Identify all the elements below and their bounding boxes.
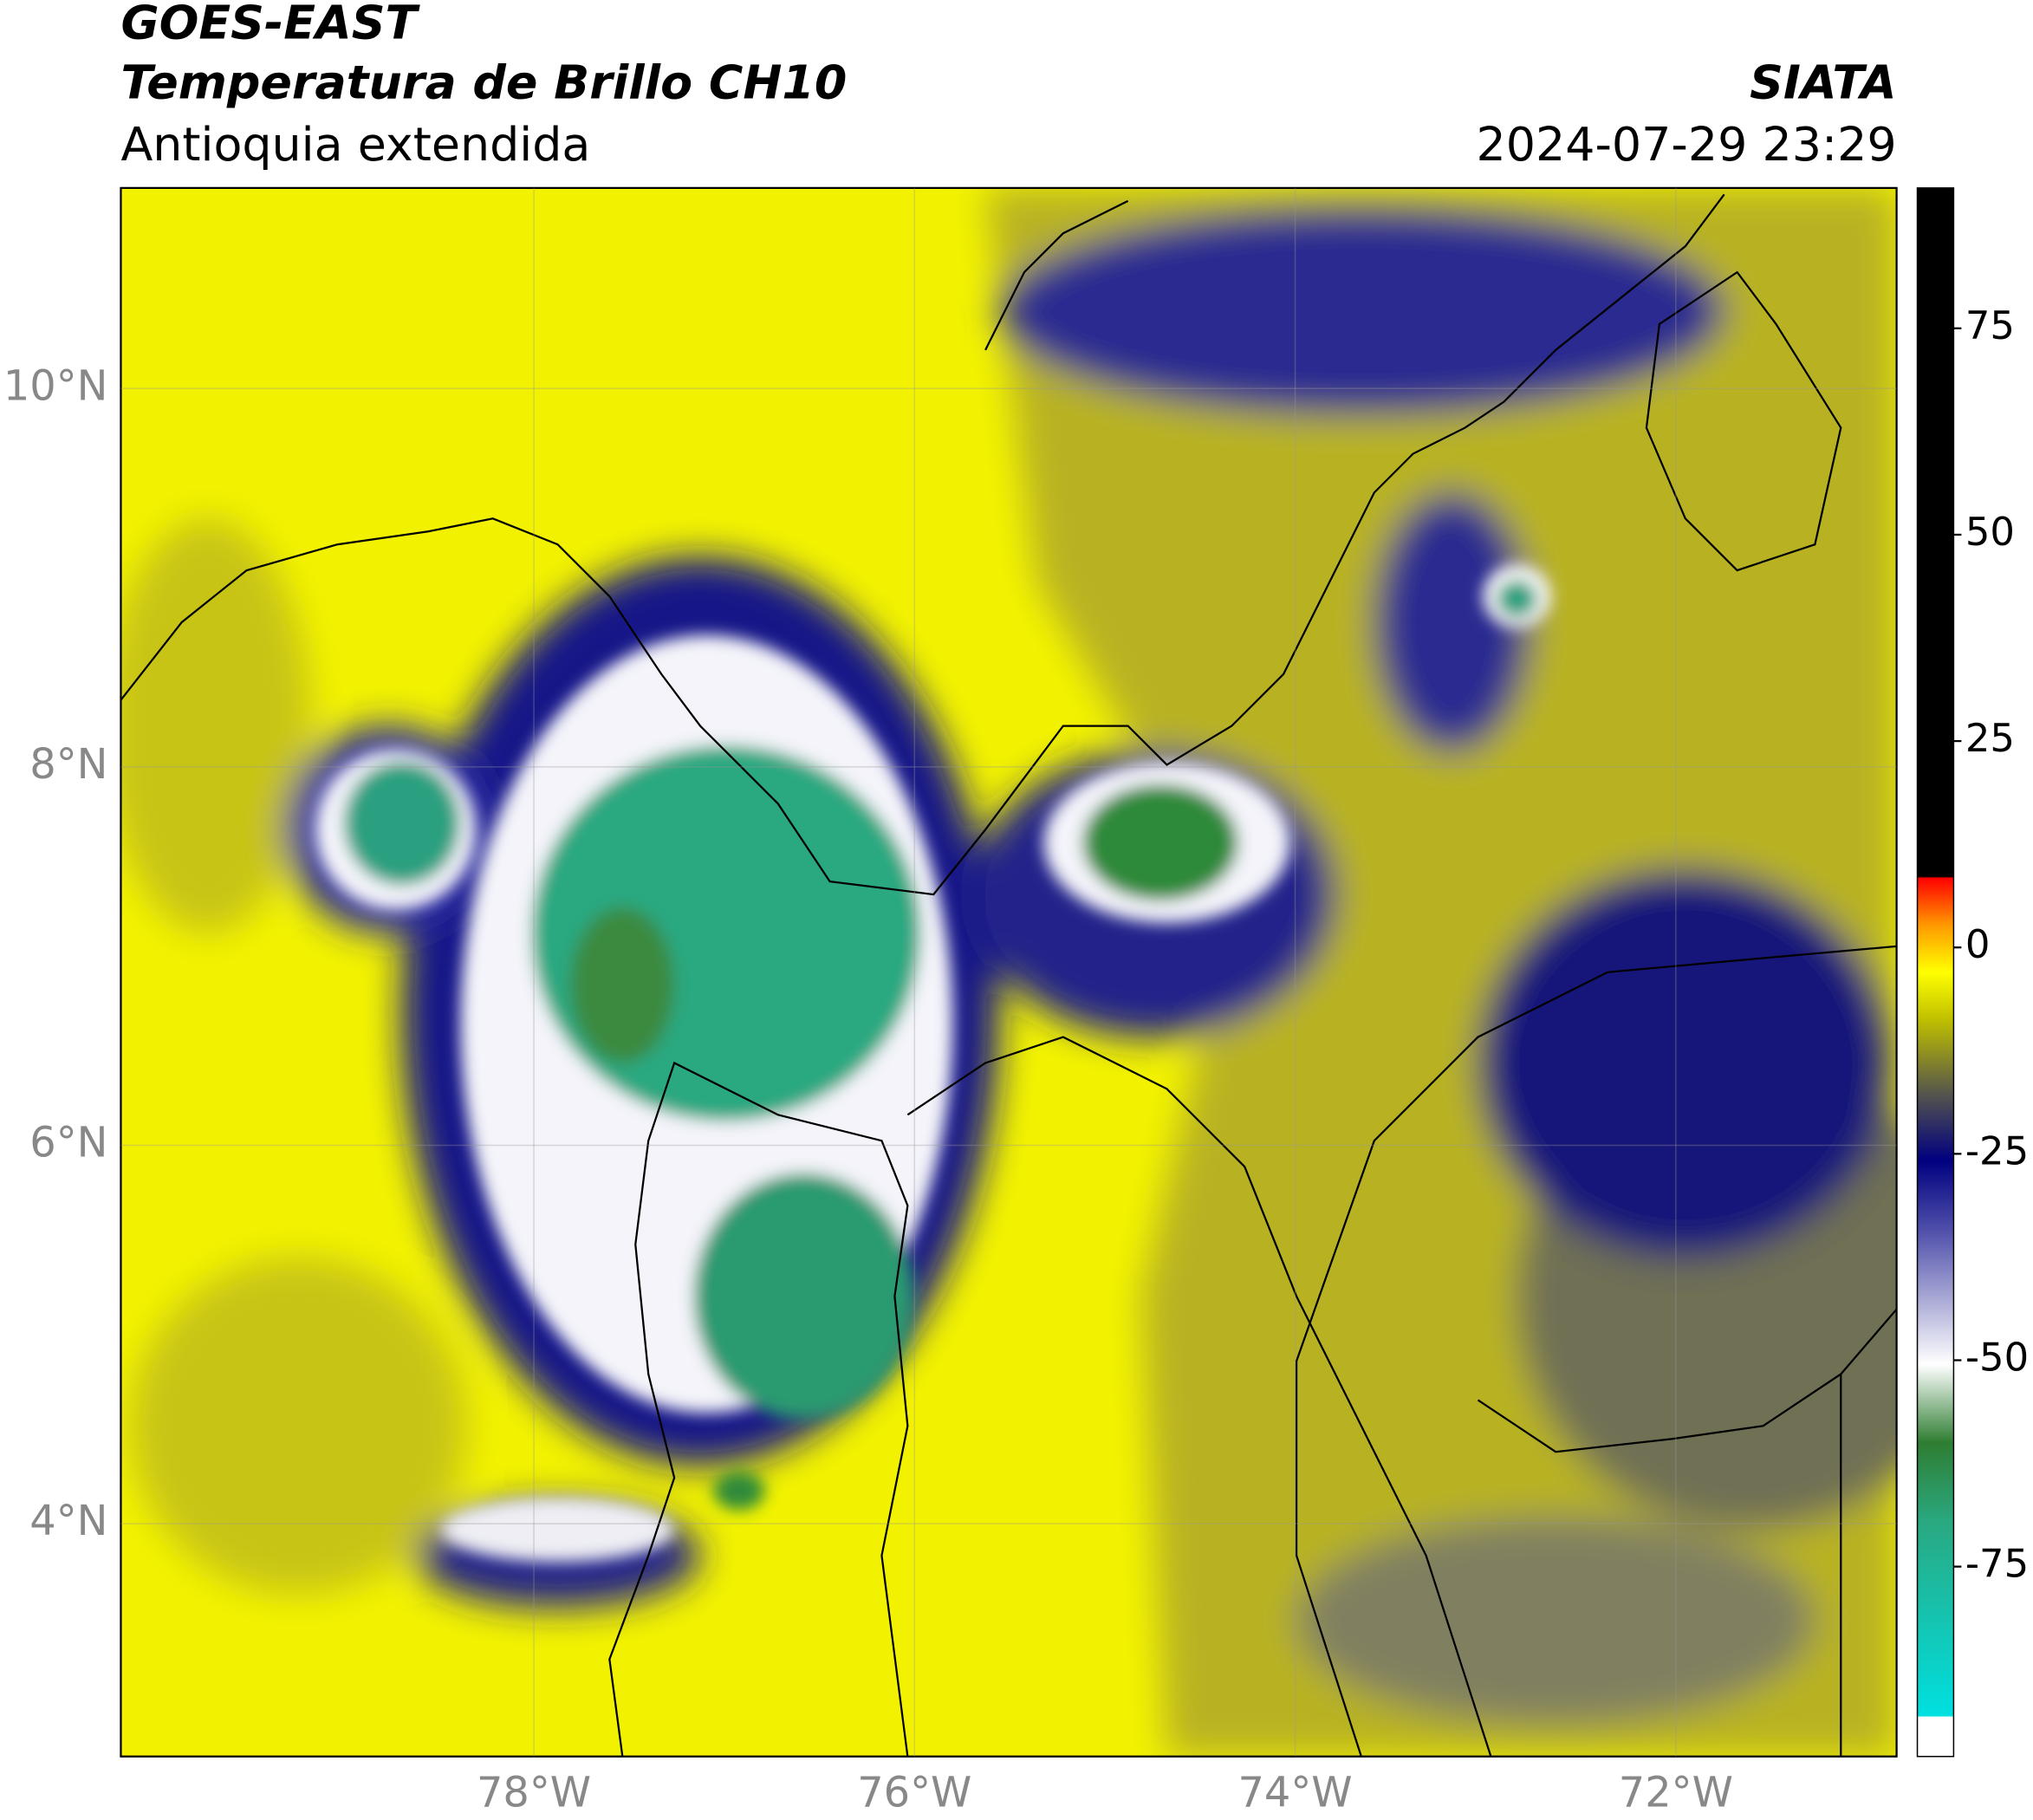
y-tick-label: 8°N — [29, 741, 107, 789]
x-tick-label: 76°W — [857, 1770, 971, 1817]
colorbar-tick-label: 25 — [1965, 715, 2015, 761]
colorbar-tick-label: -50 — [1965, 1334, 2029, 1380]
colorbar-tick-label: 50 — [1965, 509, 2015, 555]
colorbar-tick-label: -75 — [1965, 1541, 2029, 1587]
y-tick-label: 6°N — [29, 1120, 107, 1167]
colorbar-tick-label: 75 — [1965, 302, 2015, 348]
subtitle: Temperatura de Brillo CH10 — [120, 55, 847, 109]
x-tick-label: 78°W — [477, 1770, 591, 1817]
x-tick-label: 74°W — [1237, 1770, 1352, 1817]
region: Antioquia extendida — [120, 117, 590, 172]
map-frame — [120, 186, 1898, 1758]
colorbar-tick-label: 0 — [1965, 921, 1991, 967]
y-tick-label: 4°N — [29, 1498, 107, 1545]
x-tick-label: 72°W — [1619, 1770, 1733, 1817]
satellite-image — [120, 187, 1897, 1757]
colorbar-tick-label: -25 — [1965, 1128, 2029, 1173]
y-tick-label: 10°N — [3, 362, 108, 410]
timestamp: 2024-07-29 23:29 — [1477, 117, 1897, 172]
colorbar — [1916, 187, 1955, 1758]
title: GOES-EAST — [120, 0, 420, 50]
source: SIATA — [1750, 55, 1897, 109]
